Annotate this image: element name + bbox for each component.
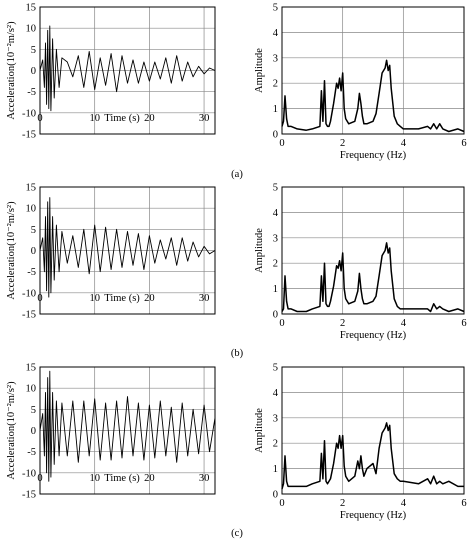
panel-c-time-x-tick-label: 30 [199,473,210,484]
panel-b-time-plot-frame [39,186,216,315]
panel-b-spectrum-x-tick-label: 6 [461,318,466,329]
panel-c-spectrum-x-axis-label: Frequency (Hz) [340,510,407,521]
panel-b-time-y-axis-label: Acceleration(10⁻²m/s²) [6,201,17,300]
panel-a-time-x-tick-label: 0 [37,113,42,124]
panel-b-time-y-tick-label: 5 [31,225,36,236]
panel-a-spectrum-x-tick-label: 4 [401,138,407,149]
panel-c-label: (c) [231,528,243,539]
panel-c-time-y-tick-label: -10 [22,468,36,479]
panel-b-spectrum-y-tick-label: 4 [273,208,279,219]
panel-a-time-plot-frame [39,6,216,135]
panel-c-time-x-tick-label: 20 [144,473,155,484]
panel-c-spectrum-y-axis-label: Amplitude [254,408,265,453]
panel-a-time-y-tick-label: 5 [31,45,36,56]
panel-a-time-y-tick-label: -15 [22,130,36,141]
panel-a-time-y-tick-label: 0 [31,66,36,77]
panel-c-time-y-tick-label: 0 [31,426,36,437]
panel-c-time-y-tick-label: -5 [27,447,36,458]
panel-c-spectrum-series-line [281,422,464,490]
panel-a-time-y-tick-label: -10 [22,108,36,119]
panel-c-time-x-tick-label: 0 [37,473,42,484]
panel-a-spectrum-y-tick-label: 4 [273,28,279,39]
panel-b-spectrum-x-axis-label: Frequency (Hz) [340,330,407,341]
panel-a-spectrum-x-axis-label: Frequency (Hz) [340,150,407,161]
panel-c-time-plot: -15 -10 -5 0 5 10 15 0 10 20 30 Time (s) Acceleratio… [6,363,216,501]
panel-c-spectrum-y-tick-label: 2 [273,439,278,450]
panel-a-time-y-tick-label: 15 [26,3,37,14]
panel-c-spectrum-y-tick-label: 1 [273,464,278,475]
panel-b-time-series-line [39,197,216,298]
panel-b-time-y-tick-label: -10 [22,288,36,299]
panel-c-time-y-tick-label: 10 [26,384,37,395]
panel-a-spectrum-x-tick-label: 6 [461,138,466,149]
panel-c-time-x-axis-label: Time (s) [104,473,140,484]
panel-c-spectrum-x-tick-label: 4 [401,498,407,509]
panel-b-time-y-tick-label: 0 [31,246,36,257]
panel-b-spectrum-y-tick-label: 5 [273,183,278,194]
panel-b-time-x-axis-label: Time (s) [104,293,140,304]
panel-a-spectrum-y-tick-label: 3 [273,53,278,64]
panel-a-time-x-tick-label: 20 [144,113,155,124]
panel-a-spectrum-plot: 0 1 2 3 4 5 0 2 4 6 Frequency (Hz) Amplitude [254,3,467,162]
panel-a-spectrum-y-tick-label: 1 [273,104,278,115]
panel-b-time-x-tick-label: 10 [89,293,100,304]
panel-a-time-y-axis-label: Acceleration(10⁻²m/s²) [6,21,17,120]
panel-c-time-y-tick-label: 5 [31,405,36,416]
panel-b-time-x-tick-label: 30 [199,293,210,304]
panel-a-time-plot: -15 -10 -5 0 5 10 15 0 10 20 30 Time (s) Acceleratio… [6,3,216,141]
panel-c-time-y-axis-label: Acceleration(10⁻²m/s²) [6,381,17,480]
panel-c-spectrum-y-tick-label: 0 [273,490,278,501]
panel-c-time-plot-frame [39,366,216,495]
panel-b-spectrum-y-tick-label: 2 [273,259,278,270]
panel-a-spectrum-y-axis-label: Amplitude [254,48,265,93]
panel-b-spectrum-series-line [281,242,465,313]
panel-a-spectrum-y-tick-label: 5 [273,3,278,14]
panel-c-time-y-tick-label: 15 [26,363,37,374]
panel-a-time-series-line [39,25,216,112]
panel-a-spectrum-y-tick-label: 2 [273,79,278,90]
panel-a-time-x-tick-label: 30 [199,113,210,124]
panel-b-time-x-tick-label: 20 [144,293,155,304]
panel-b-spectrum-x-tick-label: 4 [401,318,407,329]
panel-b-label: (b) [231,348,244,359]
panel-b-time-plot: -15 -10 -5 0 5 10 15 0 10 20 30 Time (s) Acceleratio… [6,183,216,321]
panel-b-time-y-tick-label: 15 [26,183,37,194]
panel-a-spectrum-series-line [281,59,465,133]
panel-a-time-y-tick-label: 10 [26,24,37,35]
panel-c-spectrum-x-tick-label: 0 [279,498,284,509]
panel-b-spectrum-x-tick-label: 2 [340,318,345,329]
panel-c-spectrum-x-tick-label: 6 [461,498,466,509]
panel-c-time-x-tick-label: 10 [89,473,100,484]
panel-b-spectrum-y-tick-label: 3 [273,233,278,244]
panel-c-spectrum-y-tick-label: 5 [273,363,278,374]
panel-b-spectrum-y-tick-label: 0 [273,310,278,321]
panel-b-spectrum-y-tick-label: 1 [273,284,278,295]
panel-a-label: (a) [231,169,243,180]
panel-c-spectrum-plot: 0 1 2 3 4 5 0 2 4 6 Frequency (Hz) Amplitude [254,363,467,522]
panel-a-time-x-axis-label: Time (s) [104,113,140,124]
panel-b-spectrum-y-axis-label: Amplitude [254,228,265,273]
panel-c-spectrum-x-tick-label: 2 [340,498,345,509]
panel-c-spectrum-y-tick-label: 4 [273,388,279,399]
panel-a-spectrum-x-tick-label: 2 [340,138,345,149]
panel-a-spectrum-plot-frame [281,6,465,135]
panel-b-time-y-tick-label: 10 [26,204,37,215]
panel-c-spectrum-plot-frame [281,366,465,495]
panel-a-time-x-tick-label: 10 [89,113,100,124]
panel-a-spectrum-x-tick-label: 0 [279,138,284,149]
panel-b-spectrum-x-tick-label: 0 [279,318,284,329]
panel-a-spectrum-y-tick-label: 0 [273,130,278,141]
panel-b-spectrum-plot: 0 1 2 3 4 5 0 2 4 6 Frequency (Hz) Amplitude [254,183,467,342]
panel-a-time-y-tick-label: -5 [27,87,36,98]
panel-c-time-y-tick-label: -15 [22,490,36,501]
panel-b-spectrum-plot-frame [281,186,465,315]
panel-b-time-y-tick-label: -15 [22,310,36,321]
panel-c-spectrum-y-tick-label: 3 [273,413,278,424]
panel-b-time-y-tick-label: -5 [27,267,36,278]
panel-c-time-series-line [39,370,216,482]
panel-b-time-x-tick-label: 0 [37,293,42,304]
